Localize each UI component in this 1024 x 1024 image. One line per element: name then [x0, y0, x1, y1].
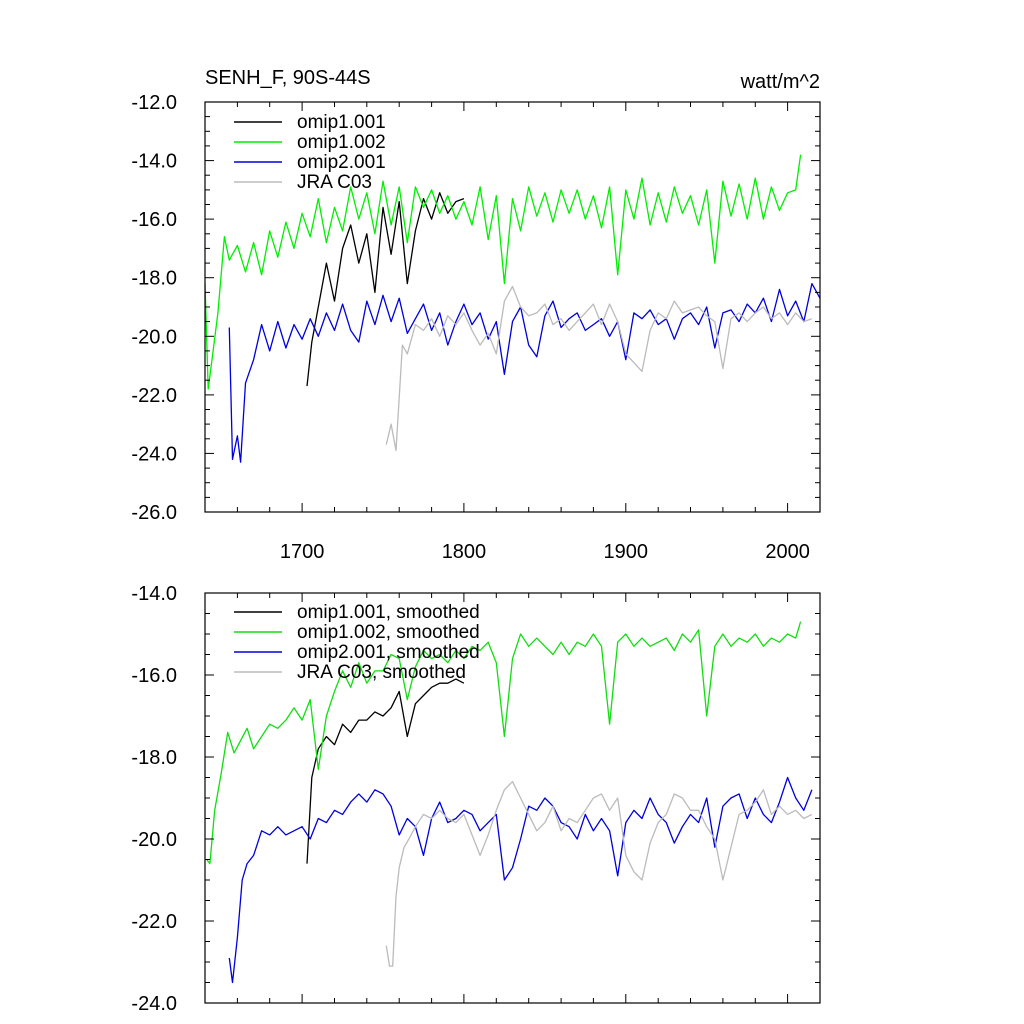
series-line-3	[385, 285, 813, 452]
y-tick-label: -14.0	[131, 583, 177, 605]
x-tick-label: 2000	[765, 541, 810, 563]
y-tick-label: -14.0	[131, 151, 177, 173]
y-tick-label: -16.0	[131, 665, 177, 687]
y-tick-label: -20.0	[131, 326, 177, 348]
y-tick-label: -22.0	[131, 911, 177, 933]
series-line-3	[385, 780, 813, 967]
legend-label-0: omip1.001, smoothed	[297, 602, 480, 623]
y-tick-label: -16.0	[131, 209, 177, 231]
legend-label-0: omip1.001	[297, 112, 386, 133]
plot-frame	[204, 592, 821, 1004]
series-line-2	[228, 776, 813, 984]
legend-label-2: omip2.001	[297, 152, 386, 173]
legend-label-1: omip1.002, smoothed	[297, 622, 480, 643]
legend-label-2: omip2.001, smoothed	[297, 642, 480, 663]
series-line-2	[228, 282, 821, 463]
axis-tick-labels: -12.0 -14.0 -16.0 -18.0 -20.0 -22.0 -24.0 -26.0…	[131, 92, 809, 563]
y-tick-label: -24.0	[131, 443, 177, 465]
axis-tick-labels: -14.0 -16.0 -18.0 -20.0 -22.0 -24.0	[131, 583, 177, 1015]
units-label: watt/m^2	[740, 71, 820, 93]
series-layer	[206, 621, 813, 984]
y-tick-label: -20.0	[131, 829, 177, 851]
series-layer	[204, 154, 821, 463]
chart-title: SENH_F, 90S-44S	[205, 67, 371, 89]
y-tick-label: -18.0	[131, 747, 177, 769]
series-line-1	[206, 621, 802, 865]
y-tick-label: -12.0	[131, 92, 177, 114]
x-tick-label: 1800	[442, 541, 487, 563]
legend-label-3: JRA C03	[297, 172, 372, 193]
series-line-1	[204, 154, 802, 390]
x-tick-label: 1900	[604, 541, 649, 563]
legend-label-1: omip1.002	[297, 132, 386, 153]
legend-label-3: JRA C03, smoothed	[297, 662, 466, 683]
x-tick-label: 1700	[280, 541, 325, 563]
plot-frame	[204, 101, 821, 513]
series-line-0	[306, 678, 465, 864]
series-line-0	[306, 192, 465, 387]
top-panel: SENH_F, 90S-44S watt/m^2 omip1.001omip1.…	[131, 67, 821, 563]
y-tick-label: -26.0	[131, 502, 177, 524]
y-tick-label: -22.0	[131, 385, 177, 407]
y-tick-label: -18.0	[131, 268, 177, 290]
y-tick-label: -24.0	[131, 993, 177, 1015]
